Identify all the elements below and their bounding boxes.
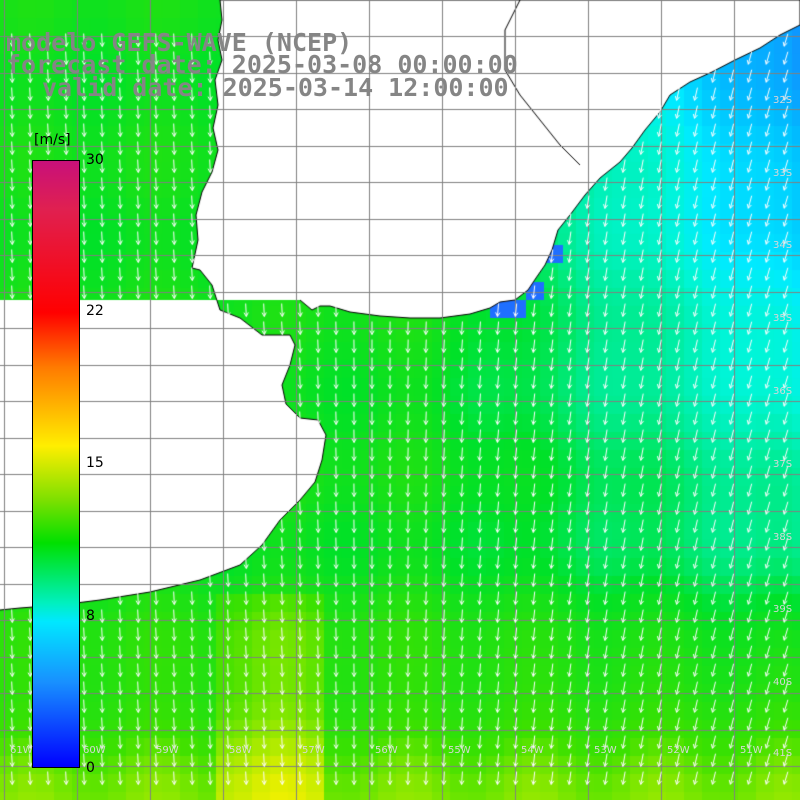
lat-label: 33S	[773, 168, 793, 179]
lat-label: 40S	[773, 677, 793, 688]
lat-label: 32S	[773, 95, 793, 106]
lon-label: 57W	[302, 745, 325, 756]
lat-label: 34S	[773, 240, 793, 251]
lon-label: 60W	[83, 745, 106, 756]
lon-label: 55W	[448, 745, 471, 756]
colorbar-unit: [m/s]	[34, 132, 71, 148]
colorbar-tick-0: 0	[86, 760, 95, 776]
lon-label: 53W	[594, 745, 617, 756]
lat-label: 39S	[773, 604, 793, 615]
lat-label: 36S	[773, 386, 793, 397]
forecast-date: forecast date: 2025-03-08 00:00:00	[6, 50, 518, 79]
lon-label: 59W	[156, 745, 179, 756]
valid-date: valid date: 2025-03-14 12:00:00	[42, 73, 509, 102]
lat-label: 37S	[773, 459, 793, 470]
lon-label: 51W	[740, 745, 763, 756]
lat-label: 41S	[773, 748, 793, 759]
lon-label: 54W	[521, 745, 544, 756]
colorbar	[32, 160, 80, 768]
colorbar-tick-30: 30	[86, 152, 104, 168]
colorbar-tick-8: 8	[86, 608, 95, 624]
lon-label: 61W	[10, 745, 33, 756]
lon-label: 56W	[375, 745, 398, 756]
colorbar-tick-22: 22	[86, 303, 104, 319]
lon-label: 58W	[229, 745, 252, 756]
lat-label: 35S	[773, 313, 793, 324]
model-title: modelo GEFS-WAVE (NCEP)	[6, 28, 353, 57]
lat-label: 38S	[773, 532, 793, 543]
colorbar-tick-15: 15	[86, 455, 104, 471]
lon-label: 52W	[667, 745, 690, 756]
